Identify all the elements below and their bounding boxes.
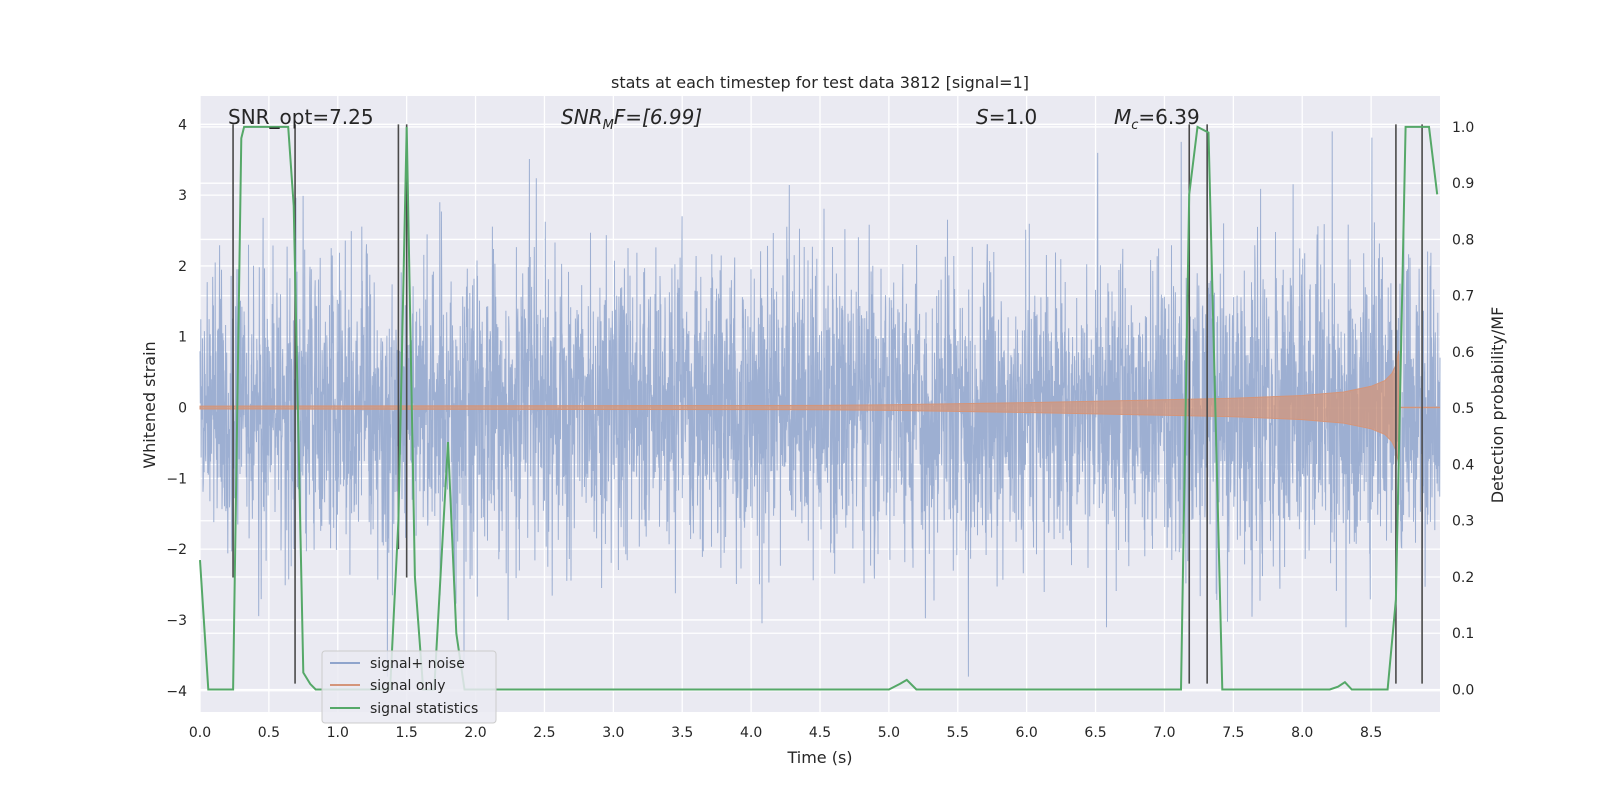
x-tick-label: 4.0 [740,725,762,741]
y-tick-label: 2 [178,259,187,275]
y-tick-label-right: 0.7 [1452,289,1474,305]
x-tick-label: 5.0 [878,725,900,741]
y-axis-ticks-left: 4 3 2 1 0 −1 −2 −3 −4 [166,117,187,699]
x-axis-label: Time (s) [786,748,852,767]
annotation-s: S=1.0 [976,105,1037,129]
y-tick-label: 4 [178,117,187,133]
annotation-snr-opt: SNR_opt=7.25 [228,105,374,129]
y-tick-label-right: 0.6 [1452,345,1474,361]
y-axis-label-left: Whitened strain [140,341,159,468]
x-tick-label: 1.0 [327,725,349,741]
y-tick-label: 3 [178,188,187,204]
y-tick-label-right: 0.0 [1452,682,1474,698]
legend-label-signal-only: signal only [370,678,445,694]
y-tick-label: −2 [166,542,187,558]
y-axis-ticks-right: 1.0 0.9 0.8 0.7 0.6 0.5 0.4 0.3 0.2 0.1 0.0 [1452,120,1474,699]
chart-title: stats at each timestep for test data 381… [611,73,1029,92]
x-axis-ticks: 0.0 0.5 1.0 1.5 2.0 2.5 3.0 3.5 4.0 4.5 5.0 5.5 6.0 6… [189,725,1382,741]
y-tick-label-right: 0.1 [1452,626,1474,642]
legend-box [321,650,497,724]
annotation-snr-mf: SNRMF=[6.99] [561,105,702,133]
x-tick-label: 2.5 [533,725,555,741]
x-tick-label: 2.0 [464,725,486,741]
x-tick-label: 5.5 [947,725,969,741]
y-tick-label-right: 0.3 [1452,514,1474,530]
x-tick-label: 7.5 [1222,725,1244,741]
signal-statistics-series [199,125,1439,691]
x-tick-label: 0.5 [258,725,280,741]
x-tick-label: 6.0 [1016,725,1038,741]
y-tick-label-right: 0.4 [1452,457,1474,473]
x-tick-label: 8.5 [1360,725,1382,741]
x-tick-label: 4.5 [809,725,831,741]
y-tick-label-right: 0.5 [1452,401,1474,417]
y-tick-label: −3 [166,613,187,629]
vertical-markers [232,124,1423,684]
y-tick-label-right: 1.0 [1452,120,1474,136]
y-tick-label-right: 0.9 [1452,176,1474,192]
y-tick-label: 1 [178,330,187,346]
legend-label-signal-noise: signal+ noise [370,656,465,672]
x-tick-label: 3.0 [602,725,624,741]
x-tick-label: 1.5 [396,725,418,741]
x-tick-label: 0.0 [189,725,211,741]
y-tick-label-right: 0.2 [1452,570,1474,586]
x-tick-label: 3.5 [671,725,693,741]
annotation-mc: Mc=6.39 [1114,105,1200,133]
x-tick-label: 7.0 [1153,725,1175,741]
legend: signal+ noise signal only signal statist… [321,650,497,724]
x-tick-label: 8.0 [1291,725,1313,741]
y-axis-label-right: Detection probability/MF [1488,307,1507,504]
y-tick-label-right: 0.8 [1452,232,1474,248]
y-tick-label: 0 [178,401,187,417]
x-tick-label: 6.5 [1084,725,1106,741]
y-tick-label: −4 [166,684,187,700]
legend-label-signal-statistics: signal statistics [370,701,478,717]
y-tick-label: −1 [166,471,187,487]
signal-statistics-line [199,125,1439,691]
